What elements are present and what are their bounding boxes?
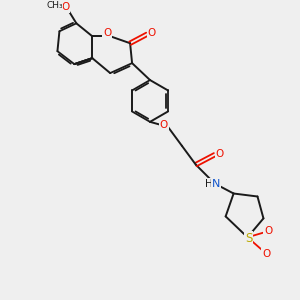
- Text: O: O: [148, 28, 156, 38]
- Text: O: O: [103, 28, 111, 38]
- Text: O: O: [61, 2, 70, 12]
- Text: H: H: [205, 178, 213, 189]
- Text: O: O: [262, 249, 271, 259]
- Text: O: O: [264, 226, 273, 236]
- Text: S: S: [245, 232, 252, 245]
- Text: O: O: [160, 120, 168, 130]
- Text: O: O: [215, 149, 224, 159]
- Text: CH₃: CH₃: [46, 1, 63, 10]
- Text: N: N: [212, 178, 220, 189]
